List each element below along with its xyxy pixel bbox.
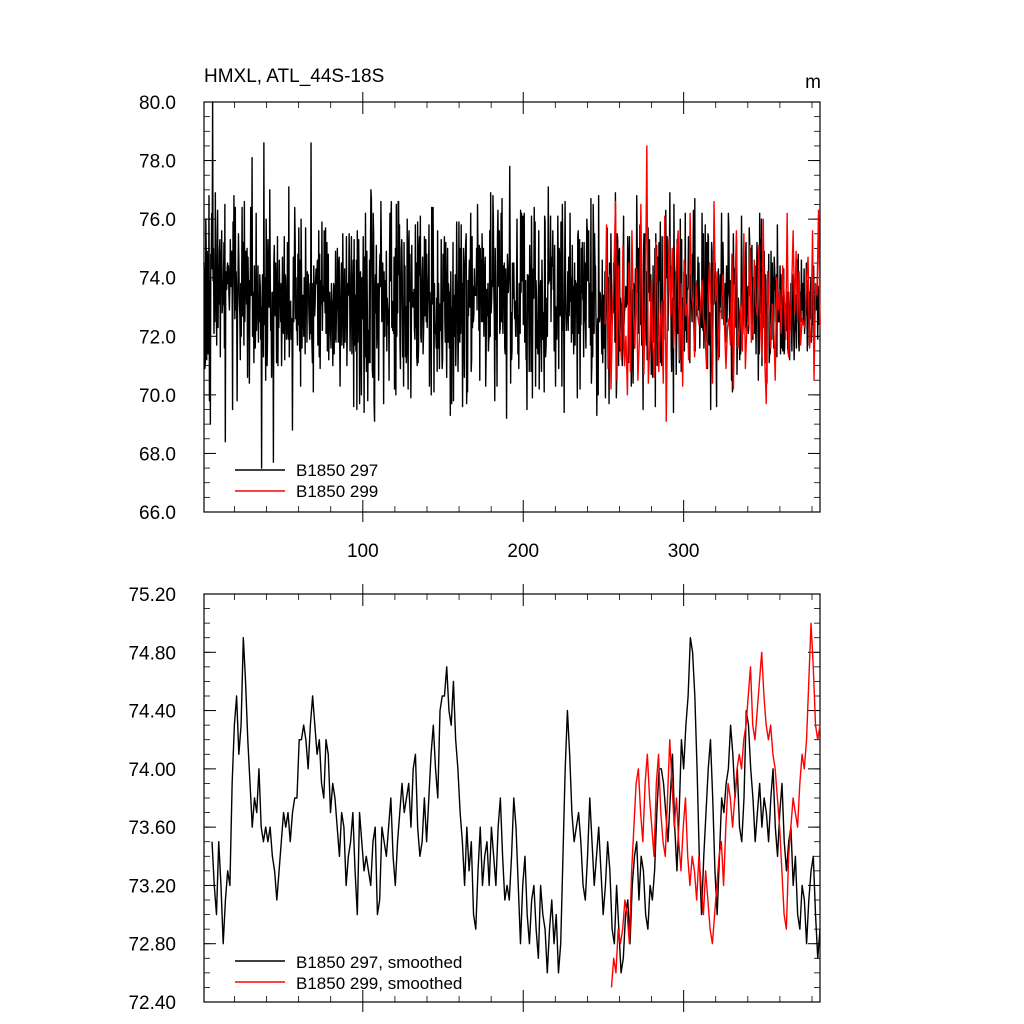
bottom-y-tick-label: 75.20 [128,585,176,606]
top-series-line-2 [604,145,821,422]
bottom-legend-label-1: B1850 297, smoothed [296,953,462,972]
top-x-axis: 100 200 300 [347,541,700,562]
top-y-axis: 66.0 68.0 70.0 72.0 74.0 76.0 78.0 80.0 [139,93,176,524]
top-y-tick-label: 78.0 [139,152,176,173]
top-y-tick-label: 66.0 [139,503,176,524]
top-legend: B1850 297 B1850 299 [235,461,378,501]
top-legend-label-1: B1850 297 [296,461,378,480]
top-chart-units: m [805,72,821,93]
bottom-y-tick-label: 73.20 [128,876,176,897]
bottom-series-line-2 [610,622,821,988]
bottom-legend-label-2: B1850 299, smoothed [296,974,462,993]
bottom-series-line-1 [211,637,821,974]
top-y-tick-label: 70.0 [139,386,176,407]
bottom-axis-ticks [204,584,820,1012]
top-y-tick-label: 68.0 [139,444,176,465]
top-y-tick-label: 76.0 [139,210,176,231]
bottom-y-tick-label: 72.80 [128,935,176,956]
top-plot-series [203,101,821,469]
bottom-y-tick-label: 73.60 [128,818,176,839]
bottom-legend: B1850 297, smoothed B1850 299, smoothed [235,953,462,993]
bottom-plot-series [211,622,821,988]
bottom-y-tick-label: 72.40 [128,993,176,1014]
top-y-tick-label: 80.0 [139,93,176,114]
bottom-panel: 72.40 72.80 73.20 73.60 74.00 74.40 74.80 75.20… [128,584,821,1014]
top-legend-label-2: B1850 299 [296,482,378,501]
bottom-y-axis: 72.40 72.80 73.20 73.60 74.00 74.40 74.80 75.20 [128,585,176,1014]
top-panel: HMXL, ATL_44S-18S m 66.0 68.0 70.0 72.0 74.0… [139,66,821,562]
top-y-tick-label: 72.0 [139,327,176,348]
top-x-tick-label: 200 [507,541,539,562]
top-x-tick-label: 300 [668,541,700,562]
bottom-y-tick-label: 74.00 [128,760,176,781]
bottom-y-tick-label: 74.40 [128,702,176,723]
top-x-tick-label: 100 [347,541,379,562]
top-series-line-1 [203,101,821,469]
top-chart-title: HMXL, ATL_44S-18S [204,66,384,87]
top-y-tick-label: 74.0 [139,269,176,290]
bottom-y-tick-label: 74.80 [128,643,176,664]
